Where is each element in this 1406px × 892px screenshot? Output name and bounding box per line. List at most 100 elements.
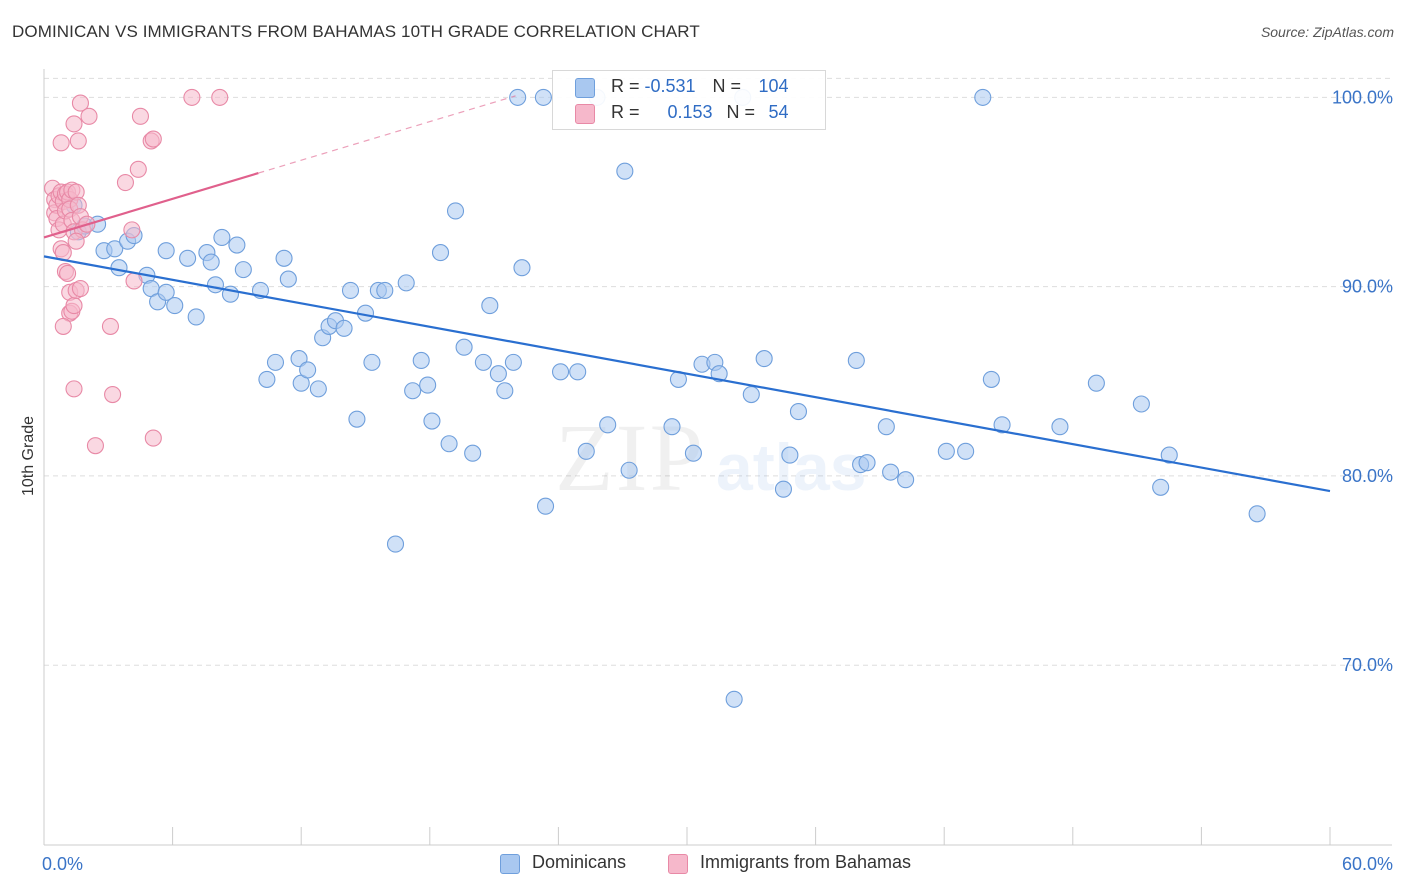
point-dominicans: [774, 480, 793, 498]
point-dominicans: [1248, 505, 1266, 523]
legend-r-label: R =: [611, 102, 645, 122]
point-bahamas: [129, 160, 147, 178]
point-bahamas: [86, 437, 104, 455]
point-dominicans: [228, 236, 246, 254]
point-dominicans: [412, 351, 430, 370]
point-dominicans: [974, 88, 992, 106]
point-dominicans: [266, 353, 285, 371]
point-dominicans: [202, 253, 220, 271]
point-bahamas: [69, 132, 87, 150]
legend-r-value-dominicans: -0.531: [644, 76, 696, 96]
point-dominicans: [386, 535, 405, 553]
point-dominicans: [725, 690, 743, 708]
point-bahamas: [123, 221, 141, 239]
point-dominicans: [106, 240, 124, 258]
point-dominicans: [1051, 418, 1069, 436]
trend-lines: [43, 95, 1331, 493]
point-bahamas: [52, 134, 70, 152]
point-dominicans: [341, 281, 360, 299]
point-dominicans: [290, 350, 308, 368]
trend-line-dominicans: [43, 255, 1331, 493]
legend-n-value-bahamas: 54: [768, 102, 789, 122]
x-tick-label: 60.0%: [1342, 854, 1393, 874]
point-dominicans: [404, 382, 422, 400]
bottom-legend-label-bahamas: Immigrants from Bahamas: [700, 852, 912, 872]
trend-line-bahamas-extension: [258, 95, 516, 174]
point-dominicans: [789, 403, 808, 421]
legend-n-value-dominicans: 104: [758, 76, 789, 96]
point-dominicans: [234, 261, 252, 279]
y-tick-label: 80.0%: [1342, 466, 1393, 486]
point-bahamas: [65, 380, 83, 398]
y-tick-label: 100.0%: [1332, 87, 1393, 107]
point-dominicans: [348, 410, 366, 428]
point-bahamas: [54, 317, 72, 335]
point-dominicans: [551, 363, 570, 381]
point-dominicans: [464, 444, 482, 462]
bottom-legend-swatch-bahamas: [668, 854, 688, 874]
point-dominicans: [474, 353, 492, 371]
point-dominicans: [755, 350, 773, 368]
point-dominicans: [363, 353, 381, 371]
point-dominicans: [481, 297, 499, 315]
point-dominicans: [489, 365, 507, 383]
point-dominicans: [858, 454, 876, 472]
point-dominicans: [534, 88, 552, 106]
point-dominicans: [504, 353, 522, 371]
point-dominicans: [376, 281, 394, 299]
point-dominicans: [423, 412, 441, 430]
tick-labels: 100.0% 90.0% 80.0% 70.0% 0.0% 60.0%: [42, 87, 1393, 874]
legend-swatch-dominicans: [575, 78, 595, 98]
point-dominicans: [258, 370, 276, 388]
point-dominicans: [957, 442, 975, 460]
point-bahamas: [183, 88, 201, 106]
point-dominicans: [187, 308, 205, 326]
point-dominicans: [299, 361, 317, 379]
point-dominicans: [206, 276, 225, 294]
point-bahamas: [71, 280, 89, 298]
point-bahamas: [104, 385, 122, 404]
source-label: Source: ZipAtlas.com: [1260, 24, 1394, 40]
point-dominicans: [179, 249, 197, 267]
legend-stats-dominicans: R = -0.531 N = 104: [611, 76, 789, 97]
point-bahamas: [144, 429, 162, 447]
point-dominicans: [157, 283, 175, 301]
legend-r-label: R =: [611, 76, 645, 96]
point-dominicans: [496, 382, 514, 400]
bottom-legend-dominicans: Dominicans: [500, 852, 626, 874]
point-dominicans: [847, 351, 865, 370]
point-dominicans: [513, 259, 531, 277]
watermark-atlas: atlas: [716, 430, 866, 504]
point-dominicans: [882, 463, 900, 481]
point-dominicans: [620, 461, 638, 479]
point-bahamas: [59, 264, 77, 282]
point-dominicans: [937, 442, 955, 460]
point-dominicans: [993, 416, 1011, 434]
point-dominicans: [1132, 395, 1150, 413]
axes: [43, 69, 1392, 846]
point-dominicans: [509, 88, 527, 106]
watermark-zip: ZIP: [555, 404, 705, 511]
point-dominicans: [275, 249, 293, 267]
point-dominicans: [309, 380, 327, 398]
bottom-legend-bahamas: Immigrants from Bahamas: [668, 852, 912, 874]
point-dominicans: [431, 244, 450, 262]
correlation-legend: R = -0.531 N = 104 R = 0.153 N = 54: [552, 70, 826, 130]
legend-swatch-bahamas: [575, 104, 595, 124]
point-dominicans: [1152, 478, 1170, 496]
point-bahamas: [80, 107, 98, 125]
point-dominicans: [157, 242, 175, 260]
point-bahamas: [65, 115, 83, 133]
point-dominicans: [166, 297, 184, 315]
point-dominicans: [397, 274, 415, 292]
point-dominicans: [536, 497, 555, 515]
legend-stats-bahamas: R = 0.153 N = 54: [611, 102, 789, 123]
point-dominicans: [781, 446, 799, 464]
legend-r-value-bahamas: 0.153: [667, 102, 713, 122]
point-dominicans: [446, 202, 465, 220]
point-dominicans: [455, 338, 473, 356]
point-dominicans: [440, 435, 458, 453]
point-dominicans: [710, 365, 728, 383]
point-dominicans: [982, 370, 1000, 388]
point-bahamas: [101, 317, 119, 335]
